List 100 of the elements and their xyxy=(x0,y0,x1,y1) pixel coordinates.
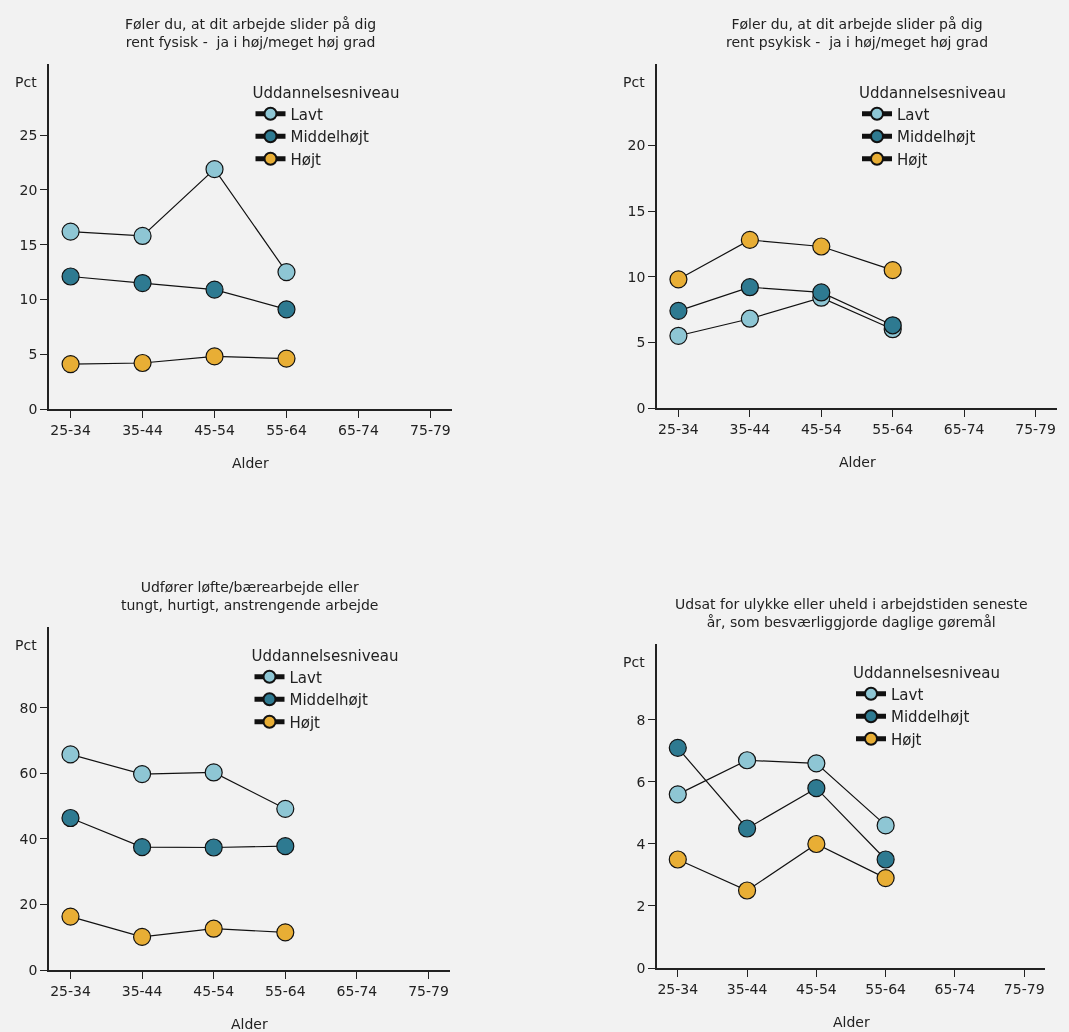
y-tick-label: 5 xyxy=(636,334,646,351)
y-tick-label: 15 xyxy=(627,202,646,219)
point xyxy=(61,267,80,286)
point xyxy=(807,754,826,773)
x-tick-label: 75-79 xyxy=(1015,420,1056,437)
point xyxy=(737,819,757,838)
point xyxy=(668,850,687,869)
y-axis-title: Pct xyxy=(623,654,646,670)
y-tick-label: 0 xyxy=(636,959,646,976)
y-tick-label: 0 xyxy=(636,399,646,416)
point xyxy=(133,764,152,784)
x-tick-label: 65-74 xyxy=(934,980,976,997)
point xyxy=(205,160,224,179)
y-tick-label: 25 xyxy=(19,127,38,144)
chart-title: Føler du, at dit arbejde slider på dig rent fysisk - ja i høj/meget høj grad xyxy=(125,16,377,51)
point xyxy=(61,808,80,828)
x-tick-label: 25-34 xyxy=(50,421,92,438)
x-axis-title: Alder xyxy=(833,1014,870,1030)
y-tick-label: 6 xyxy=(636,773,646,790)
point xyxy=(669,301,688,320)
point xyxy=(61,222,80,241)
x-tick-label: 45-54 xyxy=(796,980,837,997)
y-tick-label: 8 xyxy=(636,711,646,728)
x-tick-label: 45-54 xyxy=(800,420,842,437)
point xyxy=(61,355,80,374)
point xyxy=(876,868,895,888)
x-tick-label: 55-64 xyxy=(264,982,306,999)
point xyxy=(669,270,688,289)
legend-label: Lavt xyxy=(891,685,924,704)
point xyxy=(740,278,759,297)
point xyxy=(876,850,895,869)
x-tick-label: 55-64 xyxy=(872,420,914,437)
y-tick-label: 20 xyxy=(627,137,646,154)
chart-title: Føler du, at dit arbejde slider på dig rent psykisk - ja i høj/meget høj grad xyxy=(726,16,989,51)
y-tick-label: 40 xyxy=(19,830,38,847)
y-tick-label: 0 xyxy=(28,961,38,978)
x-tick-label: 45-54 xyxy=(193,982,235,999)
y-tick-label: 20 xyxy=(19,896,38,913)
legend-title: Uddannelsesniveau xyxy=(853,663,1000,682)
point xyxy=(740,309,759,328)
point xyxy=(737,881,757,900)
legend-label: Lavt xyxy=(897,105,930,124)
point xyxy=(204,838,223,857)
point xyxy=(276,923,295,942)
x-tick-label: 35-44 xyxy=(729,420,771,437)
point xyxy=(276,799,295,818)
legend-label: Lavt xyxy=(289,668,322,687)
point xyxy=(807,834,826,854)
legend-label: Middelhøjt xyxy=(897,128,976,147)
y-axis-title: Pct xyxy=(15,74,38,90)
point xyxy=(277,300,296,319)
x-tick-label: 25-34 xyxy=(658,420,699,437)
point xyxy=(876,816,895,835)
x-axis-title: Alder xyxy=(231,1016,268,1032)
point xyxy=(668,785,687,804)
point xyxy=(807,779,826,798)
y-tick-label: 4 xyxy=(636,835,646,852)
chart-title: Udsat for ulykke eller uheld i arbejdstiden seneste år, som besværliggjorde daglige gøremål xyxy=(675,596,1028,631)
x-tick-label: 35-44 xyxy=(726,980,768,997)
point xyxy=(133,838,152,857)
point xyxy=(668,738,687,757)
point xyxy=(205,347,224,366)
x-tick-label: 75-79 xyxy=(1003,980,1045,997)
point xyxy=(277,349,296,368)
point xyxy=(204,763,223,782)
point xyxy=(737,751,757,770)
point xyxy=(740,230,759,250)
point xyxy=(883,316,902,335)
legend-label: Middelhøjt xyxy=(290,128,369,147)
point xyxy=(883,261,902,280)
x-tick-label: 55-64 xyxy=(865,980,907,997)
y-tick-label: 20 xyxy=(19,181,38,198)
y-tick-label: 15 xyxy=(19,236,38,253)
legend-title: Uddannelsesniveau xyxy=(859,83,1006,102)
x-tick-label: 25-34 xyxy=(50,982,91,999)
legend-label: Lavt xyxy=(290,105,323,124)
point xyxy=(812,283,831,302)
chart-title: Udfører løfte/bærearbejde eller tungt, hurtigt, anstrengende arbejde xyxy=(121,579,379,614)
legend-label: Højt xyxy=(891,730,922,749)
x-tick-label: 35-44 xyxy=(121,982,163,999)
point xyxy=(133,927,152,946)
point xyxy=(133,226,152,246)
x-tick-label: 65-74 xyxy=(336,982,378,999)
x-tick-label: 65-74 xyxy=(338,421,379,438)
legend-title: Uddannelsesniveau xyxy=(251,646,399,665)
x-tick-label: 55-64 xyxy=(266,421,307,438)
x-axis-title: Alder xyxy=(232,455,269,471)
point xyxy=(61,745,80,764)
y-tick-label: 2 xyxy=(636,897,646,914)
y-axis-title: Pct xyxy=(623,74,646,90)
x-tick-label: 65-74 xyxy=(943,420,985,437)
point xyxy=(276,837,295,856)
y-tick-label: 10 xyxy=(627,268,646,285)
legend-label: Højt xyxy=(897,150,928,169)
y-axis-title: Pct xyxy=(15,637,38,653)
legend-label: Højt xyxy=(289,713,321,732)
point xyxy=(204,919,223,938)
point xyxy=(669,326,688,345)
y-tick-label: 5 xyxy=(28,346,38,363)
legend-label: Middelhøjt xyxy=(891,708,970,727)
